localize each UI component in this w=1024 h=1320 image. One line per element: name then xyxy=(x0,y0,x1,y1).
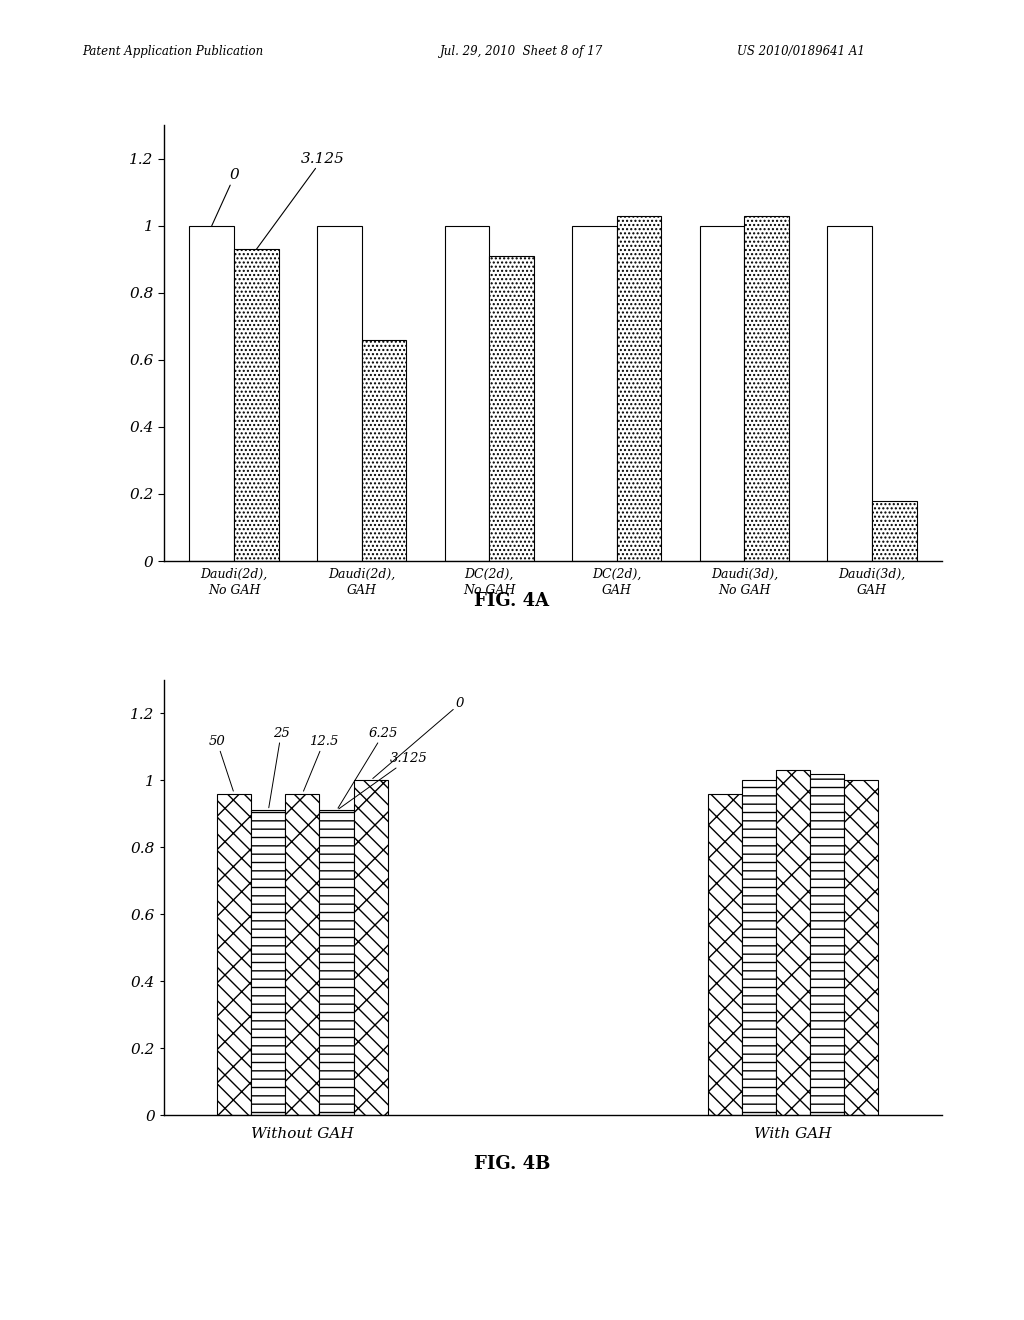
Bar xyxy=(234,249,279,561)
Bar xyxy=(251,810,286,1115)
Bar xyxy=(217,793,251,1115)
Text: FIG. 4B: FIG. 4B xyxy=(474,1155,550,1173)
Bar xyxy=(616,216,662,561)
Text: 50: 50 xyxy=(209,735,233,791)
Text: 25: 25 xyxy=(268,727,290,808)
Bar xyxy=(776,771,810,1115)
Bar xyxy=(189,226,234,561)
Text: US 2010/0189641 A1: US 2010/0189641 A1 xyxy=(737,45,865,58)
Bar xyxy=(361,339,407,561)
Text: 0: 0 xyxy=(373,697,465,779)
Text: 3.125: 3.125 xyxy=(339,752,428,809)
Bar xyxy=(741,780,776,1115)
Bar xyxy=(827,226,871,561)
Text: 6.25: 6.25 xyxy=(338,727,398,808)
Bar xyxy=(708,793,741,1115)
Bar xyxy=(317,226,361,561)
Bar xyxy=(744,216,788,561)
Bar xyxy=(444,226,489,561)
Bar xyxy=(844,780,879,1115)
Bar xyxy=(572,226,616,561)
Bar xyxy=(489,256,534,561)
Bar xyxy=(699,226,744,561)
Text: Jul. 29, 2010  Sheet 8 of 17: Jul. 29, 2010 Sheet 8 of 17 xyxy=(440,45,603,58)
Text: 3.125: 3.125 xyxy=(256,152,345,249)
Bar xyxy=(286,793,319,1115)
Text: FIG. 4A: FIG. 4A xyxy=(474,591,550,610)
Text: Patent Application Publication: Patent Application Publication xyxy=(82,45,263,58)
Text: 0: 0 xyxy=(212,169,240,226)
Bar xyxy=(871,500,916,561)
Bar xyxy=(319,810,353,1115)
Bar xyxy=(353,780,388,1115)
Bar xyxy=(810,774,844,1115)
Text: 12.5: 12.5 xyxy=(303,735,339,791)
